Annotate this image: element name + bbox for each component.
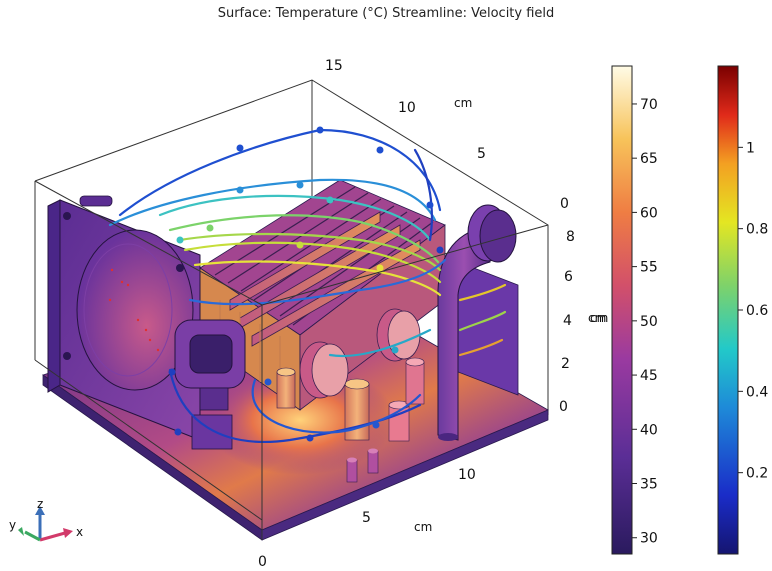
- z-tick-label: 2: [561, 356, 570, 372]
- y-tick-label: 10: [398, 100, 416, 116]
- x-tick-label: 5: [362, 510, 371, 526]
- outlet-pipe: [437, 204, 517, 441]
- velocity-colorbar-tick-label: 1: [746, 140, 755, 156]
- velocity-colorbar-tick-label: 0.4: [746, 384, 768, 400]
- plot-title: Surface: Temperature (°C) Streamline: Ve…: [217, 6, 555, 21]
- x-axis-ticks: 0 5 10 cm: [258, 467, 476, 570]
- velocity-colorbar-tick-label: 0.8: [746, 222, 768, 238]
- y-arrow-icon: [24, 530, 41, 542]
- z-tick-label: 4: [563, 313, 572, 329]
- temperature-colorbar-tick-label: 60: [640, 205, 658, 221]
- x-tick-label: 0: [258, 554, 267, 570]
- duct: [174, 319, 246, 450]
- x-arrow-icon: [39, 531, 66, 542]
- temperature-colorbar-tick-label: 35: [640, 477, 658, 493]
- y-axis-ticks: 15 10 5 0 cm: [325, 58, 569, 212]
- z-tick-label: 6: [564, 269, 573, 285]
- y-axis-unit: cm: [454, 96, 472, 110]
- temperature-colorbar-tick-label: 70: [640, 97, 658, 113]
- temperature-colorbar-tick-label: 50: [640, 314, 658, 330]
- x-axis-unit: cm: [414, 520, 432, 534]
- streamline-arrows: [168, 126, 444, 442]
- velocity-colorbar-tick-label: 0.6: [746, 303, 768, 319]
- velocity-colorbar-gradient: [717, 65, 739, 555]
- temperature-colorbar-tick-label: 65: [640, 151, 658, 167]
- temperature-colorbar-gradient: [611, 65, 633, 555]
- temperature-colorbar-tick-label: 40: [640, 422, 658, 438]
- temperature-colorbar-unit: cm: [590, 311, 608, 325]
- temperature-colorbar-tick-label: 55: [640, 260, 658, 276]
- axis-triad[interactable]: z x y: [9, 497, 83, 542]
- bounding-box-front: [34, 180, 549, 540]
- velocity-colorbar-tick-label: 0.2: [746, 466, 768, 482]
- y-tick-label: 0: [560, 196, 569, 212]
- z-tick-label: 8: [566, 229, 575, 245]
- z-axis-unit: cm: [588, 311, 606, 325]
- triad-x-label: x: [76, 525, 83, 539]
- triad-z-label: z: [37, 497, 43, 511]
- z-tick-label: 0: [559, 399, 568, 415]
- x-tick-label: 10: [458, 467, 476, 483]
- temperature-colorbar-tick-label: 30: [640, 531, 658, 547]
- temperature-colorbar: 70 65 60 55 50 45 40 35 30 cm: [590, 65, 658, 555]
- velocity-colorbar: 1 0.8 0.6 0.4 0.2: [717, 65, 768, 555]
- y-tick-label: 15: [325, 58, 343, 74]
- triad-y-label: y: [9, 518, 16, 532]
- temperature-colorbar-tick-label: 45: [640, 368, 658, 384]
- z-axis-ticks: 0 2 4 6 8 cm: [559, 229, 606, 415]
- streamlines: [108, 128, 507, 443]
- y-tick-label: 5: [477, 146, 486, 162]
- fan-housing: [47, 195, 201, 441]
